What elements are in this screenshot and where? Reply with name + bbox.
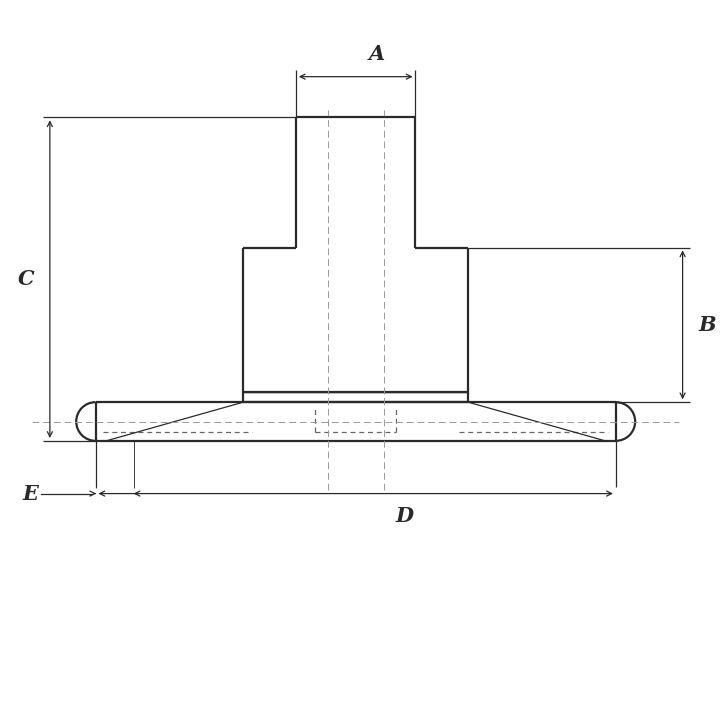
Text: A: A xyxy=(369,44,385,64)
Text: D: D xyxy=(396,506,414,526)
Text: B: B xyxy=(698,315,716,335)
Text: E: E xyxy=(22,484,38,503)
Text: C: C xyxy=(18,269,35,289)
